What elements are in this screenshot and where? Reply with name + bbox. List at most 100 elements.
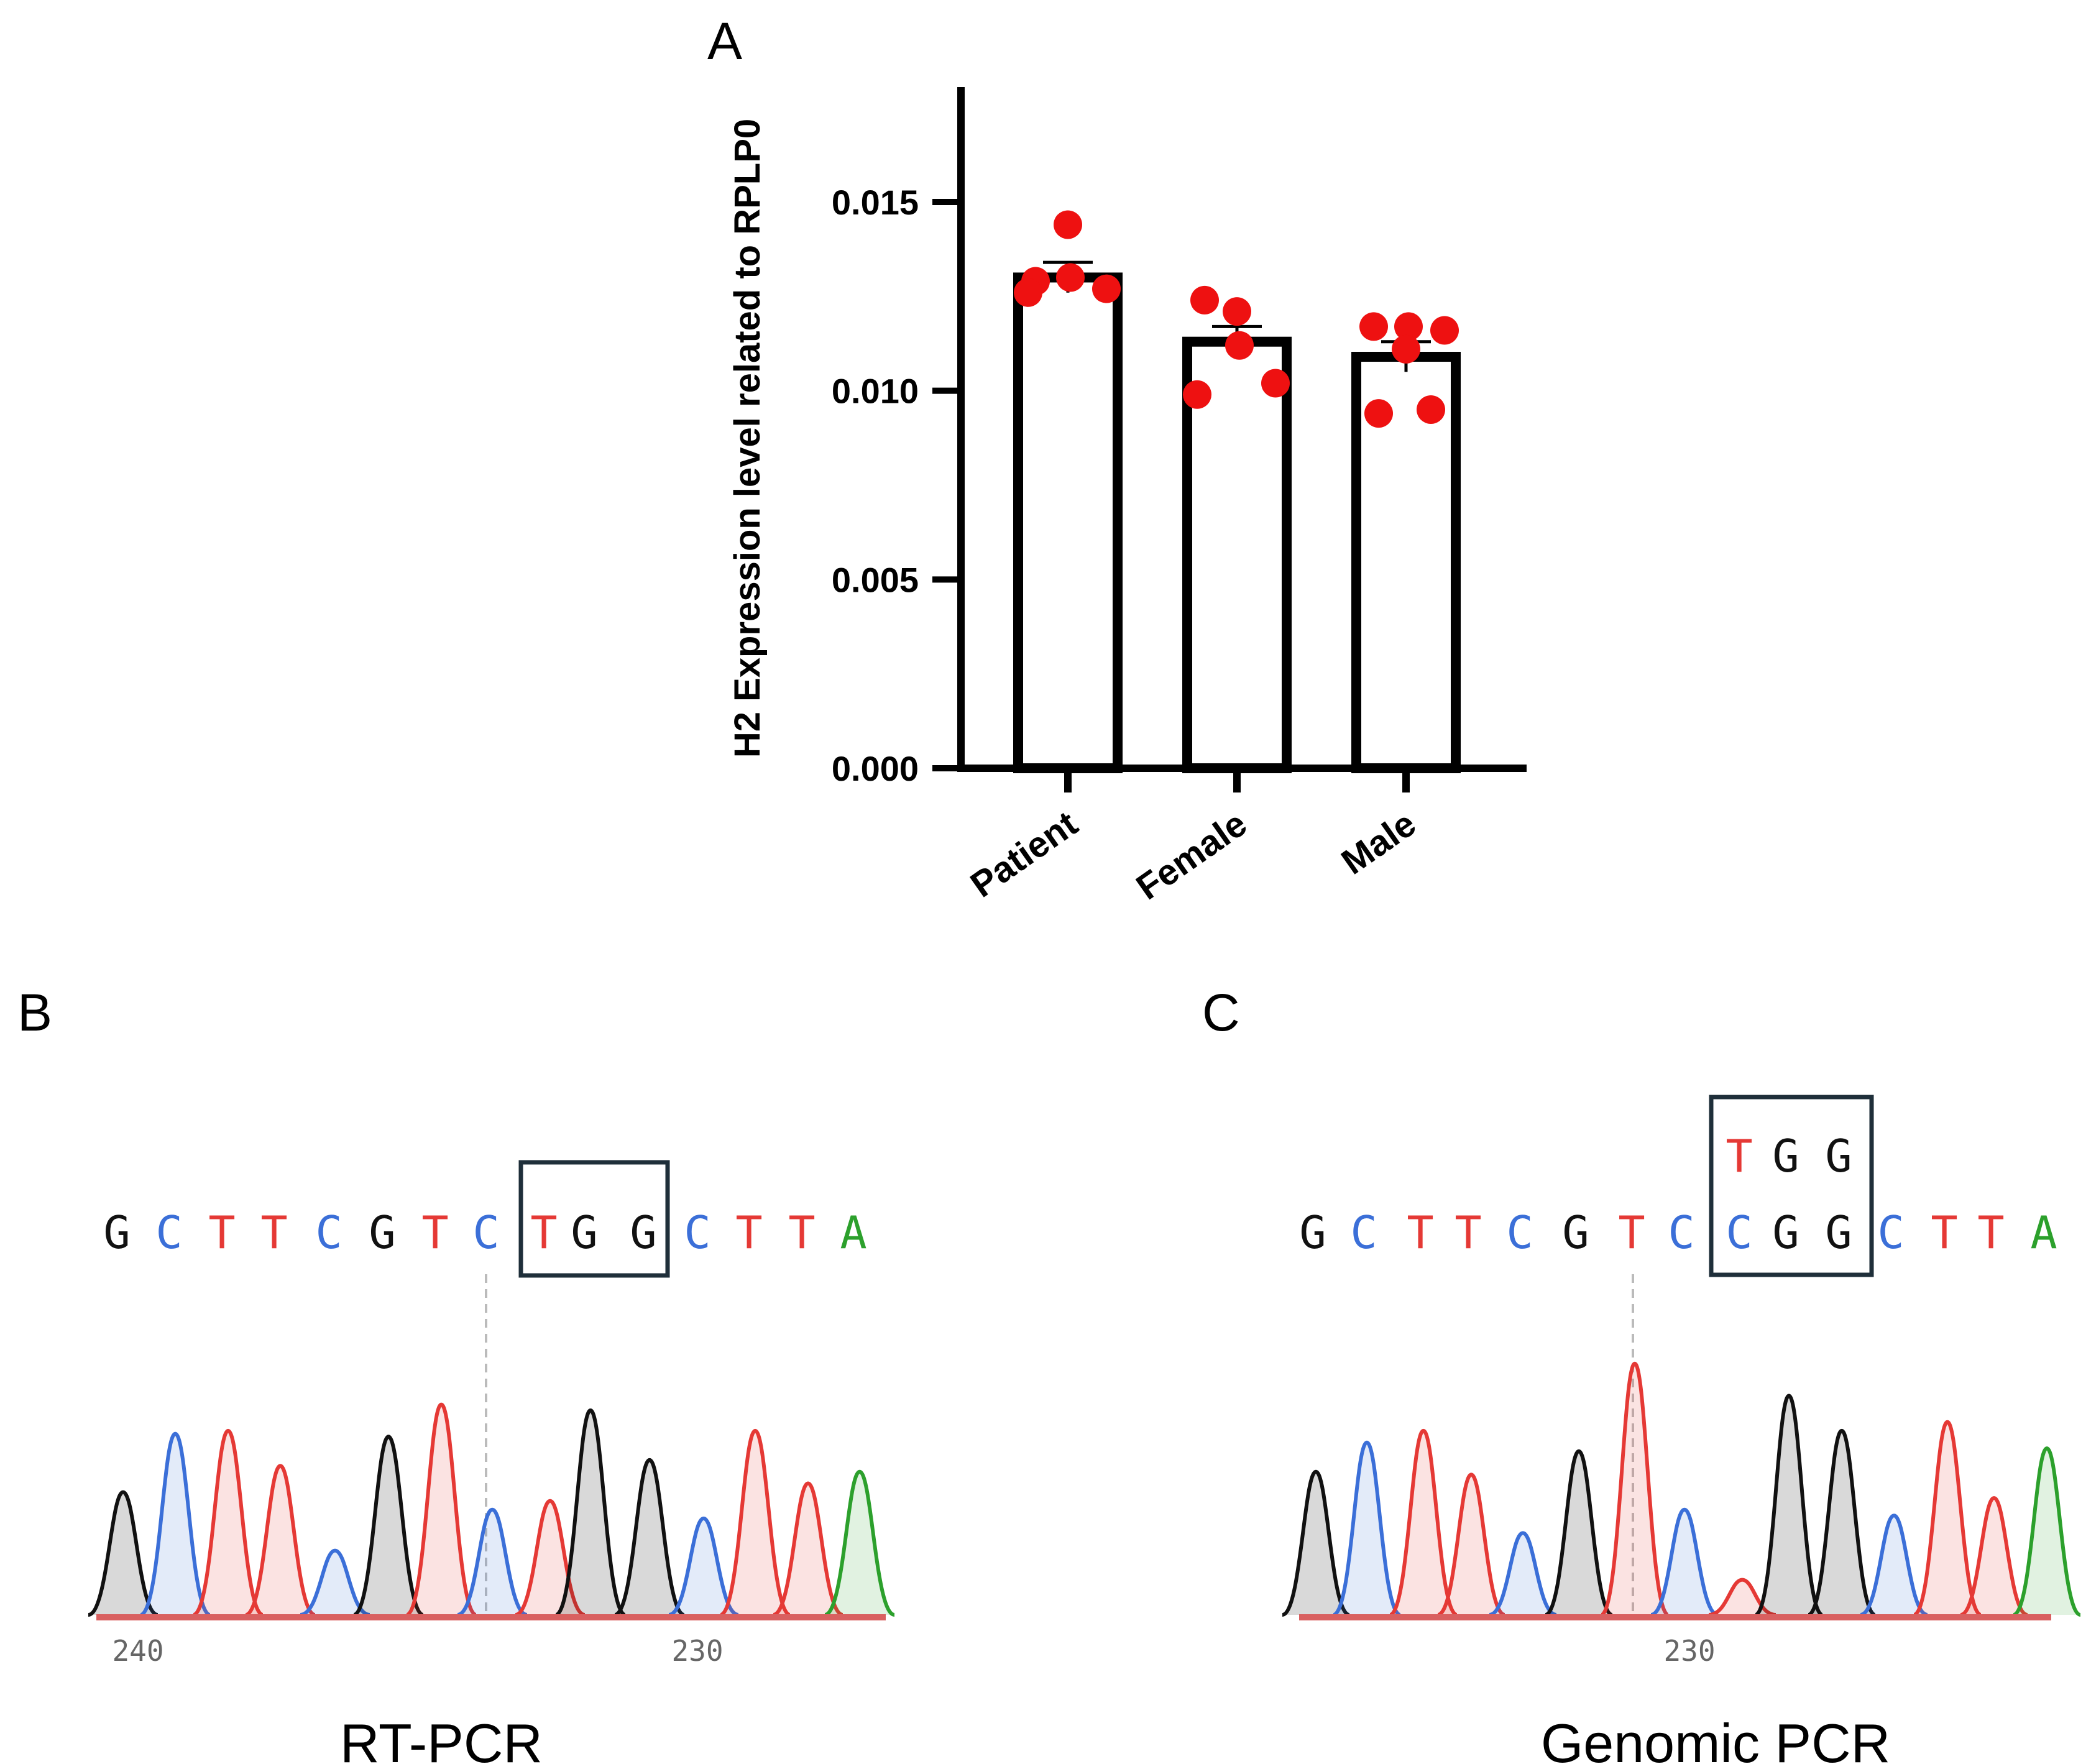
base-call: C [1726,1206,1752,1259]
panel-b-label: B [17,983,52,1042]
peak-A [824,1469,896,1617]
peak-fill [1914,1422,1981,1615]
x-tick-label-male: Male [1335,803,1423,882]
peak-G [554,1408,627,1617]
panel-c-caption: Genomic PCR [1541,1712,1890,1764]
highlight-box [1709,1095,1874,1277]
peak-fill [669,1518,738,1615]
peak-fill [246,1466,315,1615]
base-call: G [1562,1206,1589,1259]
data-point [1364,399,1393,428]
base-call: T [530,1206,557,1259]
position-label-240: 240 [112,1634,163,1668]
peak-fill [1651,1509,1718,1615]
data-point [1190,285,1219,315]
panel-b-caption: RT-PCR [340,1712,543,1764]
data-point [1056,263,1085,292]
base-call: C [1668,1206,1694,1259]
y-tick-label: 0.015 [832,183,919,222]
peak-fill [1960,1498,2028,1615]
peak-fill [1755,1395,1822,1615]
peak-G [1544,1449,1614,1617]
base-call: C [1877,1206,1904,1259]
base-call: T [1931,1206,1957,1259]
panel-a-bar-chart: A H2 Expression level related to RPLP0 0… [707,12,1527,907]
peak-G [614,1458,686,1617]
peak-fill [773,1483,843,1615]
peak-C [1489,1531,1557,1617]
peak-A [2012,1446,2082,1617]
peak-fill [1438,1474,1505,1615]
position-label-230: 230 [671,1634,723,1668]
peak-fill [1282,1471,1349,1615]
base-call: T [1407,1206,1433,1259]
peak-T [1913,1420,1982,1617]
peak-T [244,1464,316,1617]
peak-C [457,1507,528,1617]
base-call: T [208,1206,235,1259]
data-point [1223,297,1251,326]
base-call: C [315,1206,342,1259]
peak-fill [1709,1579,1776,1615]
peak-T [1959,1495,2029,1617]
panel-a-label: A [707,12,742,70]
data-point [1394,312,1423,341]
peak-G [1807,1428,1877,1617]
data-point [1392,334,1420,364]
base-call: A [2030,1206,2057,1259]
base-call: T [735,1206,762,1259]
data-point [1430,316,1459,345]
peak-fill [300,1550,370,1615]
chromatogram-trace [87,1402,896,1617]
peak-fill [354,1436,423,1615]
base-call: C [1350,1206,1377,1259]
base-call: A [840,1206,866,1259]
data-points [1014,210,1459,428]
peak-T [1600,1361,1670,1617]
peak-fill [1601,1363,1668,1615]
peak-C [1332,1440,1402,1617]
position-label-230: 230 [1663,1634,1715,1668]
peak-fill [140,1433,210,1615]
y-tick-label: 0.010 [832,372,919,411]
peak-C [1860,1514,1928,1617]
data-point [1359,312,1388,341]
data-point [1092,274,1121,303]
data-point [1054,210,1082,239]
highlight-box [518,1160,670,1278]
y-axis-ticks: 0.000 0.005 0.010 0.015 [832,183,961,788]
peak-fill [556,1410,625,1615]
base-call: T [1455,1206,1481,1259]
data-point [1261,369,1290,398]
peak-fill [407,1404,476,1615]
peak-fill [825,1471,894,1615]
peak-G [352,1435,425,1617]
peak-C [300,1548,370,1617]
peak-fill [720,1430,790,1615]
peak-fill [615,1459,684,1615]
x-axis-ticks: Patient Female Male [963,768,1423,907]
alternate-base-call: G [1825,1130,1852,1182]
peak-G [1754,1394,1824,1617]
peak-fill [457,1509,527,1615]
peak-fill [1860,1515,1928,1615]
data-point [1417,395,1445,425]
peak-T [1436,1472,1506,1617]
peak-fill [1545,1451,1612,1615]
alternate-base-call: T [1726,1130,1752,1182]
y-tick-label: 0.000 [832,749,919,788]
peak-C [668,1516,739,1617]
bar-patient [1013,272,1123,773]
peak-T [772,1481,844,1617]
panel-c-label: C [1202,983,1240,1042]
data-point [1183,380,1211,409]
base-call: G [103,1206,130,1259]
peak-fill [193,1430,263,1615]
base-call: T [788,1206,815,1259]
peak-T [405,1402,477,1617]
peak-fill [1489,1533,1556,1615]
base-call: C [1506,1206,1533,1259]
base-call: G [630,1206,656,1259]
